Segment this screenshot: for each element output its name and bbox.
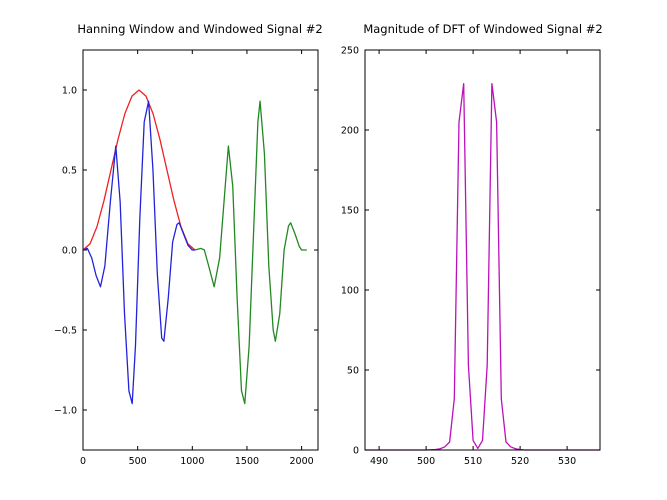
left-chart-panel: Hanning Window and Windowed Signal #2 0 5… xyxy=(54,22,323,467)
left-chart-x-tick-label: 0 xyxy=(80,456,86,467)
right-chart-x-tick-label: 530 xyxy=(558,456,576,467)
left-chart-x-tick-label: 2000 xyxy=(290,456,314,467)
right-chart-ticks: 490 500 510 520 530 0 50 100 150 200 250 xyxy=(341,46,600,467)
left-chart-title: Hanning Window and Windowed Signal #2 xyxy=(77,22,322,36)
right-chart-y-tick-label: 100 xyxy=(341,286,359,297)
left-chart-series-line-2 xyxy=(82,100,195,405)
left-chart-series-line-3 xyxy=(194,100,307,405)
left-chart-y-tick-label: −1.0 xyxy=(54,406,77,417)
left-chart-y-tick-label: 0.0 xyxy=(62,246,77,257)
left-chart-series-line-1 xyxy=(82,89,196,251)
right-chart-panel: Magnitude of DFT of Windowed Signal #2 4… xyxy=(341,22,603,467)
right-chart-y-tick-label: 50 xyxy=(347,366,359,377)
right-chart-y-tick-label: 0 xyxy=(353,446,359,457)
left-chart-axes-frame xyxy=(82,49,319,451)
left-chart-y-tick-label: 1.0 xyxy=(62,86,77,97)
left-chart-x-tick-label: 1500 xyxy=(235,456,259,467)
left-chart-x-tick-label: 1000 xyxy=(180,456,204,467)
left-chart-series xyxy=(82,89,307,405)
right-chart-series xyxy=(365,82,600,451)
right-chart-series-line-1 xyxy=(365,82,600,451)
left-chart-x-tick-label: 500 xyxy=(129,456,147,467)
left-chart-ticks: 0 500 1000 1500 2000 −1.0 −0.5 0.0 0.5 1.0 xyxy=(54,50,318,467)
right-chart-title: Magnitude of DFT of Windowed Signal #2 xyxy=(363,22,602,36)
right-chart-y-tick-label: 200 xyxy=(341,126,359,137)
right-chart-y-tick-label: 150 xyxy=(341,206,359,217)
left-chart-y-tick-label: 0.5 xyxy=(62,166,77,177)
right-chart-x-tick-label: 520 xyxy=(511,456,529,467)
right-chart-y-tick-label: 250 xyxy=(341,46,359,57)
right-chart-x-tick-label: 500 xyxy=(417,456,435,467)
right-chart-x-tick-label: 510 xyxy=(464,456,482,467)
right-chart-axes-frame xyxy=(364,49,601,451)
right-chart-x-tick-label: 490 xyxy=(370,456,388,467)
left-chart-y-tick-label: −0.5 xyxy=(54,326,77,337)
